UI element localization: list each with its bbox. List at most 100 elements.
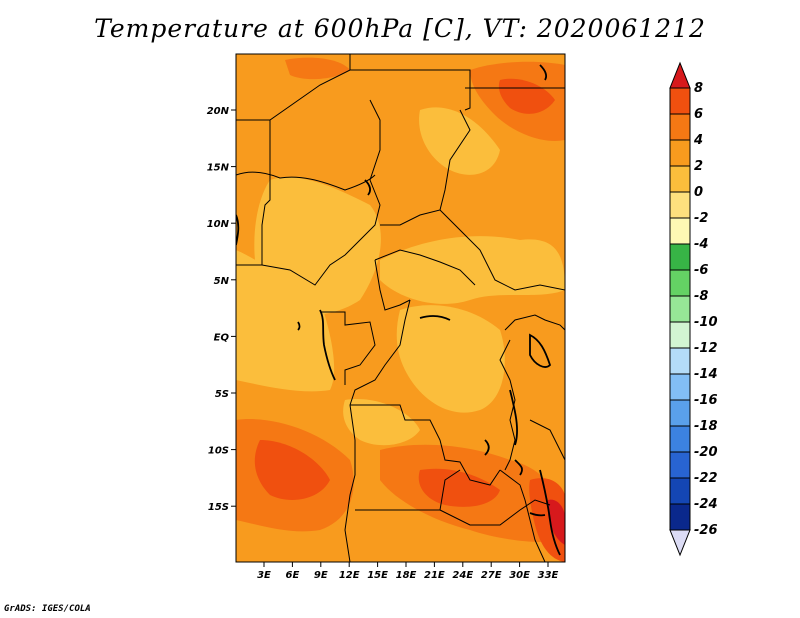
border-nigeria-cameroon — [261, 99, 381, 286]
field-region-south-central — [343, 399, 420, 446]
field-hot-mozambique — [529, 478, 565, 562]
border-sahel-line — [236, 171, 376, 191]
lon-label: 18E — [396, 570, 417, 581]
lat-label: 5N — [214, 276, 230, 287]
colorbar-label: -20 — [694, 445, 718, 460]
credit-text: GrADS: IGES/COLA — [4, 604, 91, 614]
lake-bangweulu — [484, 439, 490, 456]
lake-tanganyika — [509, 389, 518, 446]
coast-red-sea — [539, 64, 548, 81]
colorbar-label: -24 — [694, 497, 718, 512]
lat-label: 15N — [207, 163, 230, 174]
lon-label: 21E — [424, 570, 445, 581]
lon-label: 27E — [481, 570, 502, 581]
chart-title: Temperature at 600hPa [C], VT: 202006121… — [94, 14, 706, 43]
lat-label: EQ — [214, 332, 230, 343]
border-uganda-kenya — [504, 314, 565, 331]
colorbar-label: 8 — [694, 81, 703, 96]
colorbar-label: -26 — [694, 523, 718, 538]
lat-label: 15S — [208, 502, 229, 513]
coastlines-and-lakes — [236, 64, 561, 556]
colorbar-box — [669, 399, 691, 427]
colorbar-label: -2 — [694, 211, 708, 226]
colorbar-label: -14 — [694, 367, 718, 382]
coast-gabon — [319, 309, 336, 381]
lon-label: 6E — [286, 570, 300, 581]
border-angola-west — [344, 404, 356, 562]
border-car-drc — [374, 249, 476, 286]
border-drc-east — [499, 339, 516, 471]
border-congo-car — [374, 259, 411, 311]
border-gabon — [320, 311, 376, 385]
colorbar-box — [669, 269, 691, 297]
border-tanzania-south — [529, 419, 565, 461]
lake-malawi — [539, 469, 561, 556]
colorbar-top-arrow — [669, 61, 691, 89]
border-sudan-car — [439, 209, 565, 291]
field-region-gulf — [236, 250, 335, 392]
lat-label: 5S — [215, 389, 229, 400]
colorbar-box — [669, 139, 691, 167]
border-benin — [236, 120, 271, 266]
colorbar-box — [669, 113, 691, 141]
colorbar-box — [669, 347, 691, 375]
colorbar-bottom-arrow — [669, 529, 691, 557]
river-congo — [419, 315, 451, 321]
field-hot-southwest — [254, 440, 330, 500]
temperature-field — [236, 54, 565, 562]
field-hottest-coast — [548, 499, 565, 545]
lon-label: 15E — [367, 570, 388, 581]
field-region-basin — [396, 305, 505, 413]
colorbar-label: -4 — [694, 237, 708, 252]
border-angola-drc — [350, 404, 501, 486]
border-zambia-zimbabwe — [439, 499, 551, 526]
lake-victoria — [529, 333, 552, 368]
border-angola-namibia — [355, 469, 461, 511]
colorbar-label: -12 — [694, 341, 718, 356]
colorbar: 8 6 4 2 0 -2 -4 -6 -8 -10 -12 -14 -16 -18 -20 -22 -24 -26 — [669, 61, 718, 557]
lon-label: 9E — [314, 570, 328, 581]
colorbar-label: -6 — [694, 263, 708, 278]
colorbar-box — [669, 191, 691, 219]
lat-label: 10N — [207, 219, 230, 230]
lon-label: 24E — [452, 570, 473, 581]
colorbar-box — [669, 217, 691, 245]
field-region-sahel — [419, 107, 500, 175]
colorbar-label: -8 — [694, 289, 708, 304]
colorbar-box — [669, 451, 691, 479]
colorbar-box — [669, 87, 691, 115]
border-chad — [380, 109, 471, 226]
longitude-axis: 3E 6E 9E 12E 15E 18E 21E 24E 27E 30E 33E — [257, 562, 559, 581]
colorbar-box — [669, 373, 691, 401]
colorbar-box — [669, 243, 691, 271]
lon-label: 12E — [339, 570, 360, 581]
lon-label: 30E — [509, 570, 530, 581]
colorbar-box — [669, 295, 691, 323]
lon-label: 33E — [538, 570, 559, 581]
lake-mweru — [514, 459, 523, 476]
colorbar-box — [669, 321, 691, 349]
colorbar-box — [669, 477, 691, 505]
colorbar-label: -22 — [694, 471, 718, 486]
field-hot-zambia — [418, 468, 500, 507]
lon-label: 3E — [257, 570, 271, 581]
colorbar-label: -18 — [694, 419, 718, 434]
map-frame — [235, 53, 566, 563]
colorbar-box — [669, 165, 691, 193]
colorbar-box — [669, 425, 691, 453]
latitude-axis: 20N 15N 10N 5N EQ 5S 10S 15S — [207, 106, 236, 513]
border-mozambique — [499, 469, 546, 562]
lat-label: 10S — [208, 446, 229, 457]
lake-chad — [364, 179, 372, 196]
island-bioko — [297, 321, 301, 331]
colorbar-label: 6 — [694, 107, 703, 122]
colorbar-label: -10 — [694, 315, 718, 330]
colorbar-label: 2 — [694, 159, 703, 174]
field-warm-north — [285, 57, 350, 80]
field-region-central-north — [380, 236, 565, 304]
border-congo-drc — [349, 299, 411, 406]
colorbar-box — [669, 503, 691, 531]
lat-label: 20N — [207, 106, 230, 117]
country-borders — [236, 54, 565, 562]
